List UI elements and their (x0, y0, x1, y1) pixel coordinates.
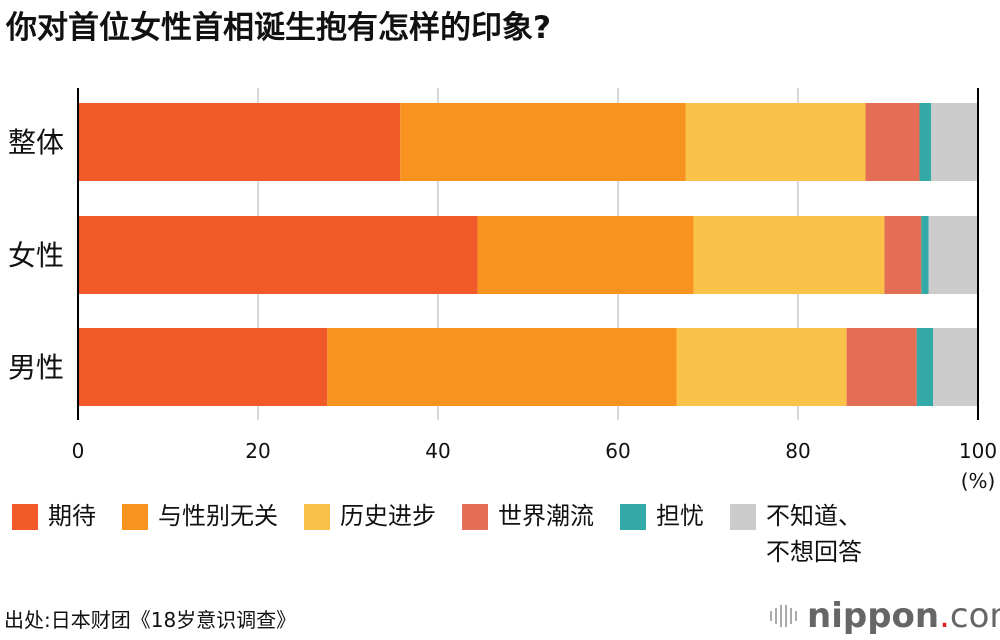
legend-swatch (620, 504, 646, 530)
legend-label: 不知道、 不想回答 (766, 502, 862, 566)
bar-segment (400, 103, 686, 181)
legend-label: 与性别无关 (158, 502, 278, 530)
bar-segment (921, 216, 929, 294)
chart-title: 你对首位女性首相诞生抱有怎样的印象? (6, 10, 551, 46)
legend-item: 担忧 (620, 500, 704, 570)
legend-item: 历史进步 (304, 500, 436, 570)
bar-segment (865, 103, 920, 181)
x-tick-label: 20 (245, 439, 270, 463)
bar-segment (693, 216, 885, 294)
bar-segment (916, 328, 933, 406)
category-label: 整体 (8, 126, 64, 159)
legend: 期待 与性别无关 历史进步 世界潮流 担忧 不知道、 不想回答 (12, 500, 888, 570)
x-tick-label: 0 (72, 439, 85, 463)
legend-item: 与性别无关 (122, 500, 278, 570)
legend-label: 期待 (48, 502, 96, 530)
legend-swatch (730, 504, 756, 530)
x-tick-label: 40 (425, 439, 450, 463)
x-tick-label: 60 (605, 439, 630, 463)
bar-segment (933, 328, 978, 406)
bar-segment (846, 328, 917, 406)
legend-item: 不知道、 不想回答 (730, 500, 862, 570)
bar-segment (327, 328, 677, 406)
legend-label: 历史进步 (340, 502, 436, 530)
nippon-logo: nippon.com (770, 596, 1000, 636)
legend-label: 世界潮流 (498, 502, 594, 530)
bar-segment (884, 216, 922, 294)
x-unit-label: (%) (961, 469, 996, 493)
x-tick-label: 100 (959, 439, 997, 463)
category-label: 女性 (8, 239, 64, 272)
legend-swatch (304, 504, 330, 530)
legend-item: 期待 (12, 500, 96, 570)
bar-segment (931, 103, 978, 181)
x-tick-label: 80 (785, 439, 810, 463)
legend-swatch (12, 504, 38, 530)
bar-segment (78, 328, 328, 406)
bar-segment (928, 216, 978, 294)
bar-segment (78, 103, 401, 181)
bar-segment (685, 103, 866, 181)
bar-segment (78, 216, 478, 294)
bar-segment (919, 103, 932, 181)
logo-mark-icon (770, 605, 797, 627)
legend-label: 担忧 (656, 502, 704, 530)
category-label: 男性 (8, 351, 64, 384)
legend-item: 世界潮流 (462, 500, 594, 570)
source-note: 出处:日本财团《18岁意识调查》 (4, 608, 297, 632)
legend-swatch (122, 504, 148, 530)
bar-segment (477, 216, 694, 294)
legend-swatch (462, 504, 488, 530)
bar-segment (676, 328, 847, 406)
